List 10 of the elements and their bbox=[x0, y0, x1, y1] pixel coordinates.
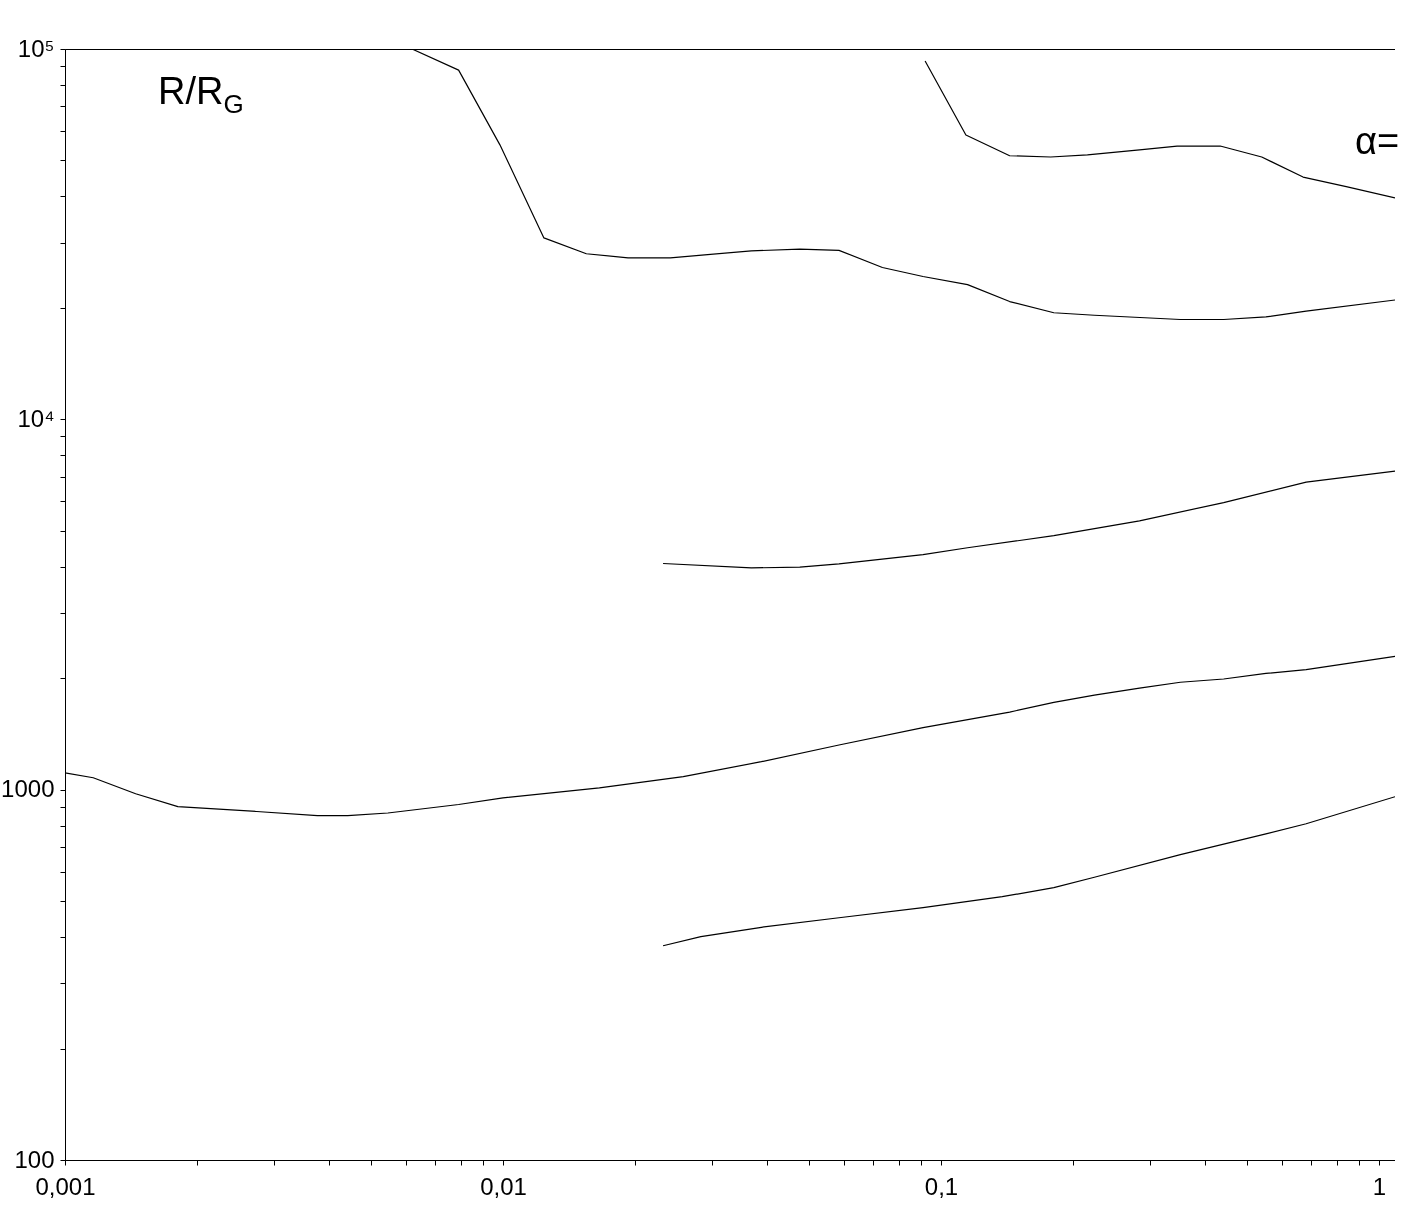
y-tick-label: 10⁴ bbox=[17, 404, 55, 432]
y-tick-label: 100 bbox=[14, 1145, 55, 1173]
annotation: R/R$_{G}$ bbox=[158, 70, 244, 120]
x-tick-label: 1 bbox=[1372, 1172, 1387, 1200]
y-tick-label: 1000 bbox=[1, 775, 55, 803]
y-tick-label: 10⁵ bbox=[17, 34, 55, 62]
x-tick-label: 0,01 bbox=[480, 1172, 527, 1200]
x-tick-label: 0,001 bbox=[35, 1172, 96, 1200]
annotation: α= bbox=[1355, 120, 1400, 163]
x-tick-label: 0,1 bbox=[924, 1172, 959, 1200]
